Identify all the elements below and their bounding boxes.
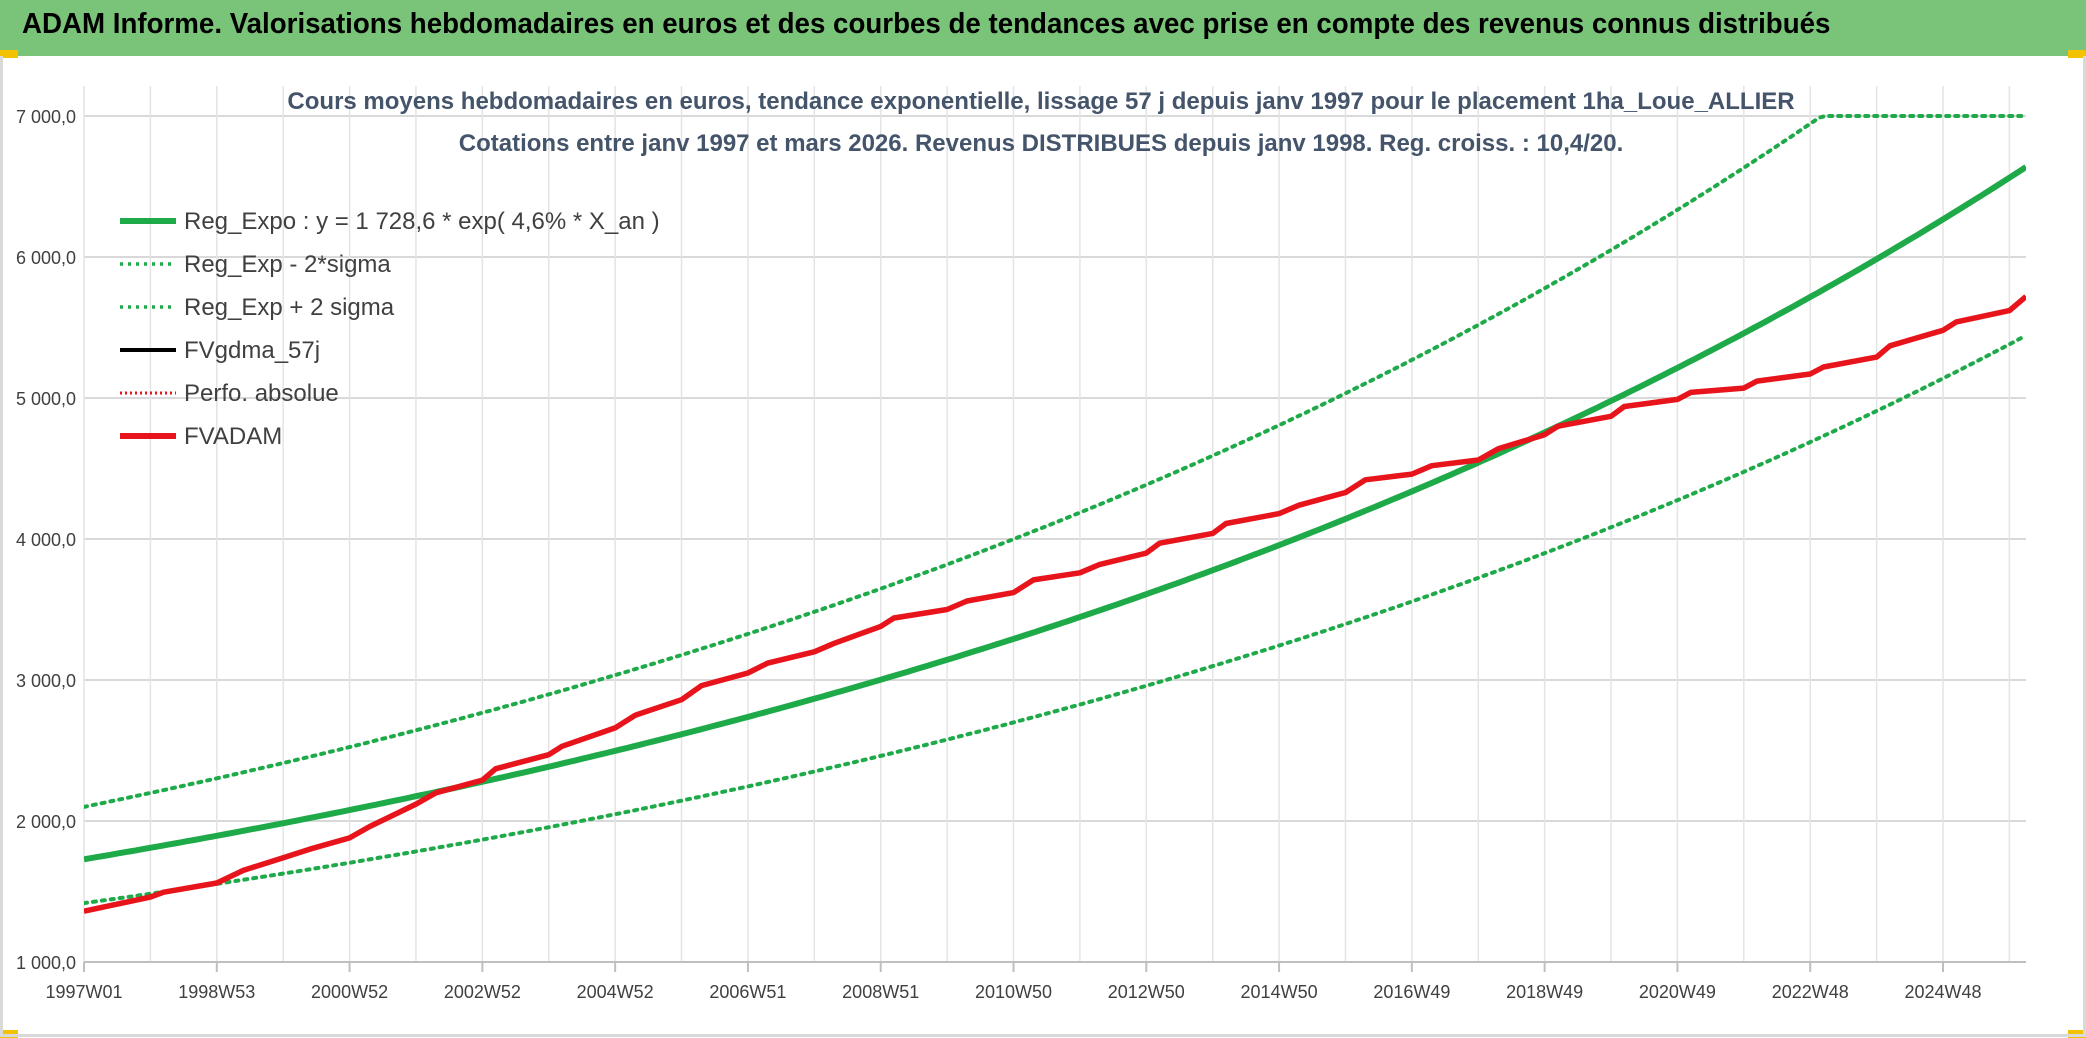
x-tick-label: 2004W52 (577, 982, 654, 1002)
corner-mark-top-right (2068, 50, 2086, 58)
legend-label-fvgdma: FVgdma_57j (184, 337, 320, 364)
legend-label-reg_minus: Reg_Exp - 2*sigma (184, 251, 391, 278)
x-tick-label: 2022W48 (1772, 982, 1849, 1002)
x-tick-label: 2018W49 (1506, 982, 1583, 1002)
series-group (84, 114, 2026, 914)
series-reg-expo (84, 164, 2026, 863)
x-tick-label: 2008W51 (842, 982, 919, 1002)
y-tick-label: 2 000,0 (16, 812, 76, 832)
chart-legend: Reg_Expo : y = 1 728,6 * exp( 4,6% * X_a… (120, 208, 660, 450)
series-reg-exp-minus-2sigma (84, 333, 2026, 906)
series-perfo-absolue (84, 295, 2026, 913)
chart-title-line-2: Cotations entre janv 1997 et mars 2026. … (459, 130, 1624, 157)
corner-mark-top-left (0, 50, 18, 58)
legend-label-fvadam: FVADAM (184, 423, 282, 450)
legend-label-reg_expo: Reg_Expo : y = 1 728,6 * exp( 4,6% * X_a… (184, 208, 660, 235)
legend-label-reg_plus: Reg_Exp + 2 sigma (184, 294, 395, 321)
x-tick-label: 2006W51 (709, 982, 786, 1002)
x-tick-label: 2016W49 (1373, 982, 1450, 1002)
report-title: ADAM Informe. Valorisations hebdomadaire… (22, 8, 1831, 40)
x-tick-label: 1997W01 (45, 982, 122, 1002)
y-tick-label: 1 000,0 (16, 953, 76, 973)
y-tick-label: 3 000,0 (16, 671, 76, 691)
x-tick-label: 2020W49 (1639, 982, 1716, 1002)
chart-frame (0, 56, 2086, 1037)
x-tick-label: 2002W52 (444, 982, 521, 1002)
legend-label-perfo: Perfo. absolue (184, 380, 339, 407)
x-tick-label: 2000W52 (311, 982, 388, 1002)
x-tick-label: 1998W53 (178, 982, 255, 1002)
y-tick-label: 4 000,0 (16, 530, 76, 550)
x-tick-label: 2010W50 (975, 982, 1052, 1002)
x-tick-label: 2014W50 (1241, 982, 1318, 1002)
report-banner: ADAM Informe. Valorisations hebdomadaire… (0, 0, 2086, 56)
series-reg-exp-plus-2sigma (84, 114, 2026, 809)
x-tick-label: 2012W50 (1108, 982, 1185, 1002)
y-tick-label: 5 000,0 (16, 389, 76, 409)
x-tick-label: 2024W48 (1904, 982, 1981, 1002)
y-tick-label: 7 000,0 (16, 107, 76, 127)
y-tick-label: 6 000,0 (16, 248, 76, 268)
chart-title-line-1: Cours moyens hebdomadaires en euros, ten… (287, 88, 1794, 115)
